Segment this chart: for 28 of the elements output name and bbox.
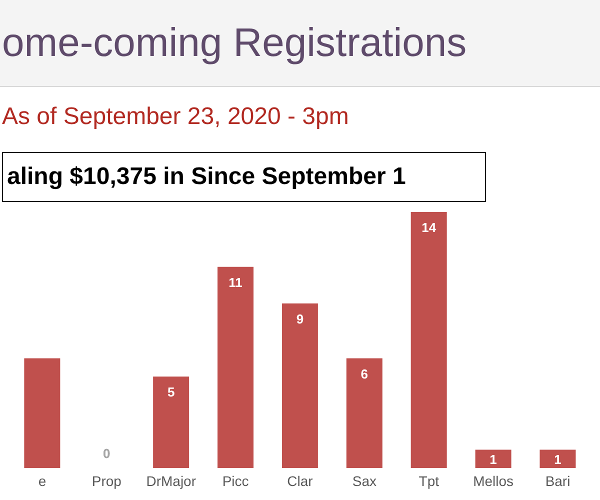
bar xyxy=(282,303,318,468)
bar xyxy=(346,358,382,468)
data-label: 6 xyxy=(360,366,368,382)
text: aling $10,375 in Since September 1 xyxy=(2,152,486,202)
bar xyxy=(24,358,60,468)
x-tick-label: Clar xyxy=(287,472,314,489)
bar xyxy=(218,266,254,468)
data-label: 14 xyxy=(422,220,437,235)
data-label: 0 xyxy=(103,446,110,461)
x-tick-label: Mellos xyxy=(473,472,514,489)
bar xyxy=(410,212,447,468)
chart-subtitle: As of September 23, 2020 - 3pm xyxy=(1,103,350,131)
x-tick-label: Sax xyxy=(352,472,377,489)
x-tick-label: Bari xyxy=(545,472,570,489)
data-label: 1 xyxy=(554,452,562,467)
x-tick-label: DrMajor xyxy=(146,472,196,489)
x-tick-label: Tpt xyxy=(418,472,440,489)
bar xyxy=(540,450,576,468)
x-tick-label: e xyxy=(38,472,46,489)
data-label: 5 xyxy=(167,384,175,400)
bar xyxy=(153,376,190,468)
chart-title: ome-coming Registrations xyxy=(1,20,467,66)
data-label: 1 xyxy=(490,452,497,467)
bar xyxy=(475,450,512,468)
data-label: 9 xyxy=(296,311,304,326)
x-tick-label: Prop xyxy=(92,472,122,489)
data-label: 11 xyxy=(228,274,242,290)
x-tick-label: Picc xyxy=(222,472,249,489)
